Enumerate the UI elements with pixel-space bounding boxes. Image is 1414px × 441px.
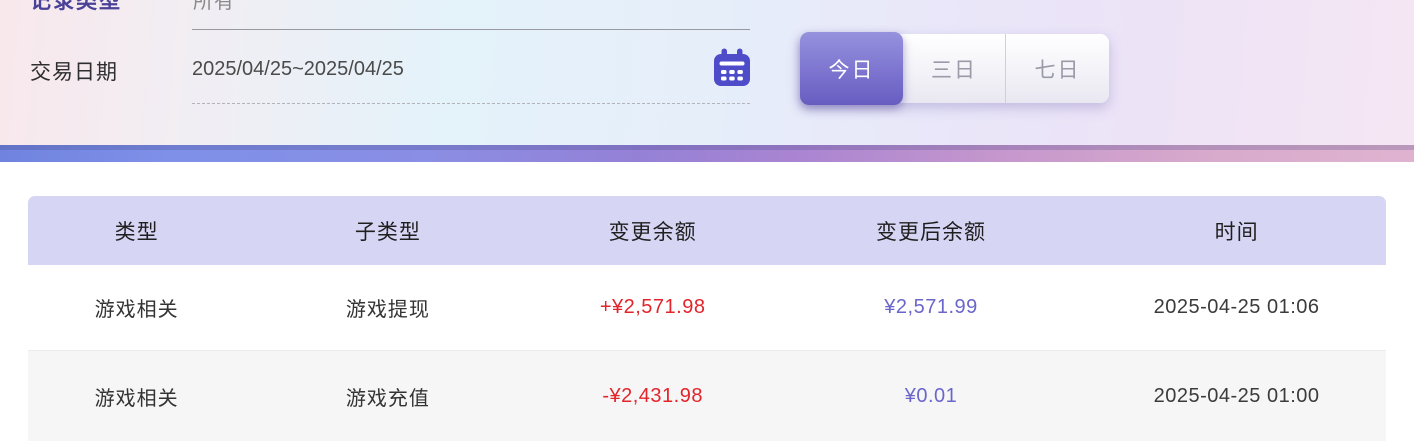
table-row: 游戏相关 游戏提现 +¥2,571.98 ¥2,571.99 2025-04-2… [28, 265, 1386, 351]
column-header-change: 变更余额 [608, 220, 697, 244]
date-range-label: 交易日期 [30, 61, 118, 84]
cell-after-balance: ¥2,571.99 [884, 296, 978, 318]
transactions-table: 类型 子类型 变更余额 变更后余额 时间 游戏相关 游戏提现 +¥2,571.9… [28, 196, 1386, 441]
range-button-today[interactable]: 今日 [800, 32, 903, 105]
range-button-three-days[interactable]: 三日 [903, 34, 1006, 103]
cell-type: 游戏相关 [94, 299, 179, 321]
cell-change-amount: +¥2,571.98 [599, 296, 706, 318]
record-type-value[interactable]: 所有 [193, 0, 235, 13]
date-range-underline [192, 103, 750, 104]
cell-type: 游戏相关 [94, 387, 179, 410]
cell-change-amount: -¥2,431.98 [602, 384, 703, 407]
record-type-label: 记录类型 [30, 0, 122, 13]
cell-time: 2025-04-25 01:00 [1153, 384, 1320, 407]
column-header-time: 时间 [1214, 220, 1259, 244]
cell-time: 2025-04-25 01:06 [1153, 296, 1320, 318]
cell-after-balance: ¥0.01 [904, 384, 958, 407]
table-header-row: 类型 子类型 变更余额 变更后余额 时间 [28, 196, 1386, 265]
cell-subtype: 游戏充值 [345, 387, 430, 410]
column-header-type: 类型 [114, 220, 159, 244]
calendar-icon[interactable] [710, 46, 754, 90]
cell-subtype: 游戏提现 [345, 299, 430, 321]
date-range-input[interactable]: 2025/04/25~2025/04/25 [192, 58, 404, 80]
filter-panel: 记录类型 所有 交易日期 2025/04/25~2025/04/25 今日 三日… [0, 0, 1414, 145]
record-type-underline [192, 29, 750, 30]
accent-gradient-bar [0, 145, 1414, 162]
column-header-after-balance: 变更后余额 [876, 220, 987, 244]
quick-range-group: 今日 三日 七日 [800, 32, 1109, 105]
range-button-seven-days[interactable]: 七日 [1006, 34, 1109, 103]
column-header-subtype: 子类型 [354, 220, 421, 244]
table-row: 游戏相关 游戏充值 -¥2,431.98 ¥0.01 2025-04-25 01… [28, 351, 1386, 441]
